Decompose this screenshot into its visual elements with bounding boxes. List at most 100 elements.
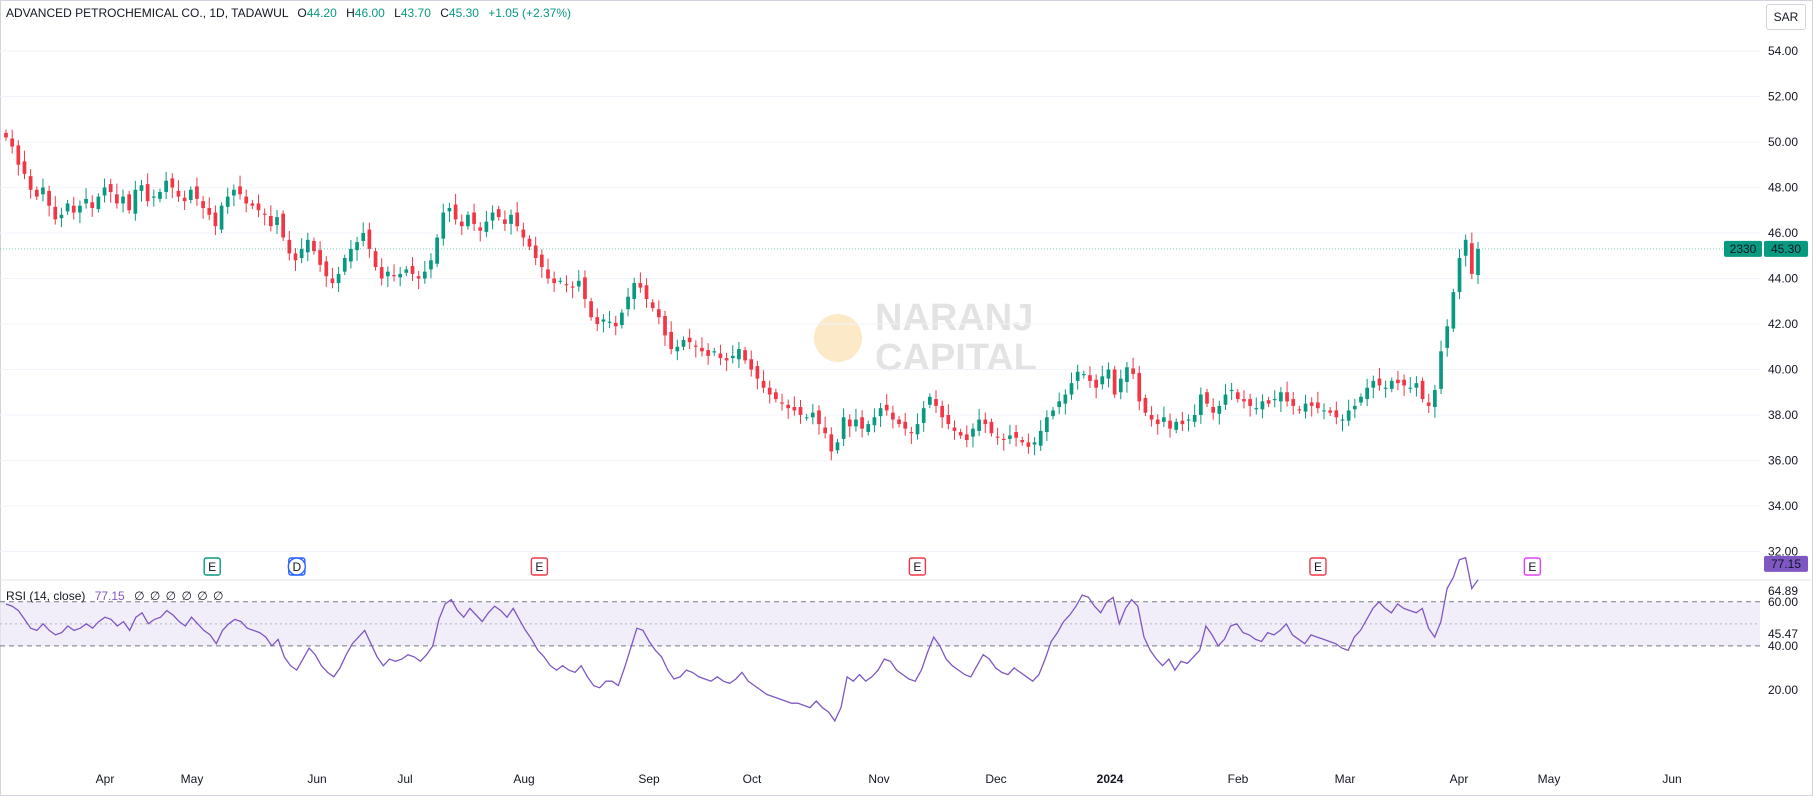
event-marker[interactable] bbox=[203, 557, 221, 576]
ticker-badge[interactable] bbox=[1724, 240, 1762, 257]
x-tick-label: Jul bbox=[397, 772, 412, 786]
event-marker-label: E bbox=[208, 560, 216, 574]
candle-body bbox=[41, 187, 45, 195]
candle-body bbox=[201, 201, 205, 208]
rsi-value: 77.15 bbox=[94, 589, 125, 603]
candle-body bbox=[293, 253, 298, 261]
candle-body bbox=[583, 277, 587, 299]
price-tick-label: 46.00 bbox=[1768, 226, 1798, 240]
event-marker[interactable] bbox=[908, 557, 927, 576]
candle-body bbox=[810, 412, 815, 418]
candle-body bbox=[1457, 258, 1462, 293]
candle-body bbox=[410, 265, 415, 274]
candle-body bbox=[503, 219, 507, 224]
candle-body bbox=[121, 196, 125, 204]
currency-button[interactable]: SAR bbox=[1766, 4, 1806, 30]
rsi-line[interactable] bbox=[5, 556, 1479, 723]
x-tick-label: Apr bbox=[96, 772, 115, 786]
candle-body bbox=[718, 353, 723, 359]
candle-body bbox=[429, 260, 433, 270]
rsi-value-badge[interactable] bbox=[1764, 555, 1808, 572]
event-marker-label: D bbox=[292, 560, 301, 574]
candle-body bbox=[958, 432, 963, 436]
watermark-icon bbox=[814, 314, 862, 362]
candle-body bbox=[854, 419, 858, 427]
x-tick-label: May bbox=[181, 772, 204, 786]
ticker-badge-label: 2330 bbox=[1730, 242, 1757, 256]
candle-body bbox=[324, 261, 329, 277]
candle-body bbox=[940, 405, 945, 418]
candle-body bbox=[1359, 396, 1363, 403]
x-tick-label: Oct bbox=[743, 772, 762, 786]
x-tick-label: Nov bbox=[868, 772, 889, 786]
x-tick-label: Jun bbox=[1662, 772, 1681, 786]
candle-body bbox=[466, 214, 470, 227]
candle-body bbox=[552, 278, 556, 284]
candle-body bbox=[841, 417, 846, 439]
symbol-title[interactable]: ADVANCED PETROCHEMICAL CO., 1D, TADAWUL bbox=[6, 6, 289, 20]
high-label: H bbox=[346, 6, 355, 20]
candle-body bbox=[1433, 389, 1437, 408]
candle-body bbox=[422, 271, 427, 279]
candle-body bbox=[1008, 435, 1012, 439]
candle-body bbox=[367, 229, 372, 249]
rsi-extra-values: ∅ ∅ ∅ ∅ ∅ ∅ bbox=[134, 589, 225, 603]
event-marker[interactable] bbox=[1523, 557, 1542, 576]
candle-body bbox=[866, 424, 871, 433]
candle-body bbox=[1235, 392, 1240, 400]
candle-body bbox=[275, 217, 279, 226]
candle-body bbox=[1248, 399, 1252, 406]
candle-body bbox=[139, 185, 144, 191]
candle-body bbox=[589, 301, 593, 318]
price-tick-label: 52.00 bbox=[1768, 90, 1798, 104]
watermark-line2: CAPITAL bbox=[875, 337, 1037, 379]
candle-body bbox=[1001, 438, 1006, 441]
close-value: 45.30 bbox=[448, 6, 479, 20]
candle-body bbox=[4, 132, 8, 138]
candle-body bbox=[1396, 379, 1400, 384]
candle-body bbox=[96, 196, 101, 210]
candle-body bbox=[1026, 442, 1031, 447]
event-marker[interactable] bbox=[1309, 557, 1327, 576]
candle-body bbox=[829, 434, 834, 452]
event-marker[interactable] bbox=[530, 557, 549, 576]
candle-body bbox=[28, 176, 33, 190]
x-tick-label: Jun bbox=[307, 772, 326, 786]
candle-body bbox=[570, 286, 575, 288]
candle-body bbox=[971, 428, 975, 437]
candle-body bbox=[1377, 378, 1382, 386]
candle-body bbox=[878, 408, 883, 417]
x-tick-label: Dec bbox=[985, 772, 1006, 786]
candle-body bbox=[983, 419, 988, 425]
open-value: 44.20 bbox=[306, 6, 337, 20]
price-tick-label: 32.00 bbox=[1768, 545, 1798, 559]
candle-body bbox=[219, 205, 224, 230]
rsi-title[interactable]: RSI (14, close) bbox=[6, 589, 86, 603]
last-price-badge[interactable] bbox=[1764, 240, 1808, 257]
price-tick-label: 48.00 bbox=[1768, 181, 1798, 195]
candle-body bbox=[515, 212, 520, 227]
candle-body bbox=[712, 351, 717, 353]
candle-body bbox=[115, 194, 119, 204]
candle-body bbox=[1155, 419, 1160, 425]
rsi-tick-label: 64.89 bbox=[1768, 584, 1798, 598]
candle-body bbox=[318, 250, 322, 265]
candle-body bbox=[1180, 420, 1185, 425]
candle-body bbox=[1451, 292, 1456, 329]
candle-body bbox=[102, 187, 107, 196]
dividend-marker[interactable] bbox=[287, 557, 307, 576]
last-price-badge-label: 45.30 bbox=[1771, 242, 1801, 256]
candle-body bbox=[632, 283, 637, 299]
candle-body bbox=[1340, 419, 1345, 421]
candle-body bbox=[1420, 380, 1425, 400]
candle-body bbox=[336, 273, 341, 284]
candle-body bbox=[1383, 387, 1388, 389]
candle-body bbox=[1162, 417, 1166, 422]
candle-body bbox=[65, 203, 70, 212]
candle-body bbox=[1075, 371, 1080, 381]
candle-body bbox=[1365, 387, 1369, 400]
candle-body bbox=[774, 392, 778, 400]
candle-body bbox=[182, 197, 187, 202]
candle-body bbox=[1205, 392, 1209, 404]
